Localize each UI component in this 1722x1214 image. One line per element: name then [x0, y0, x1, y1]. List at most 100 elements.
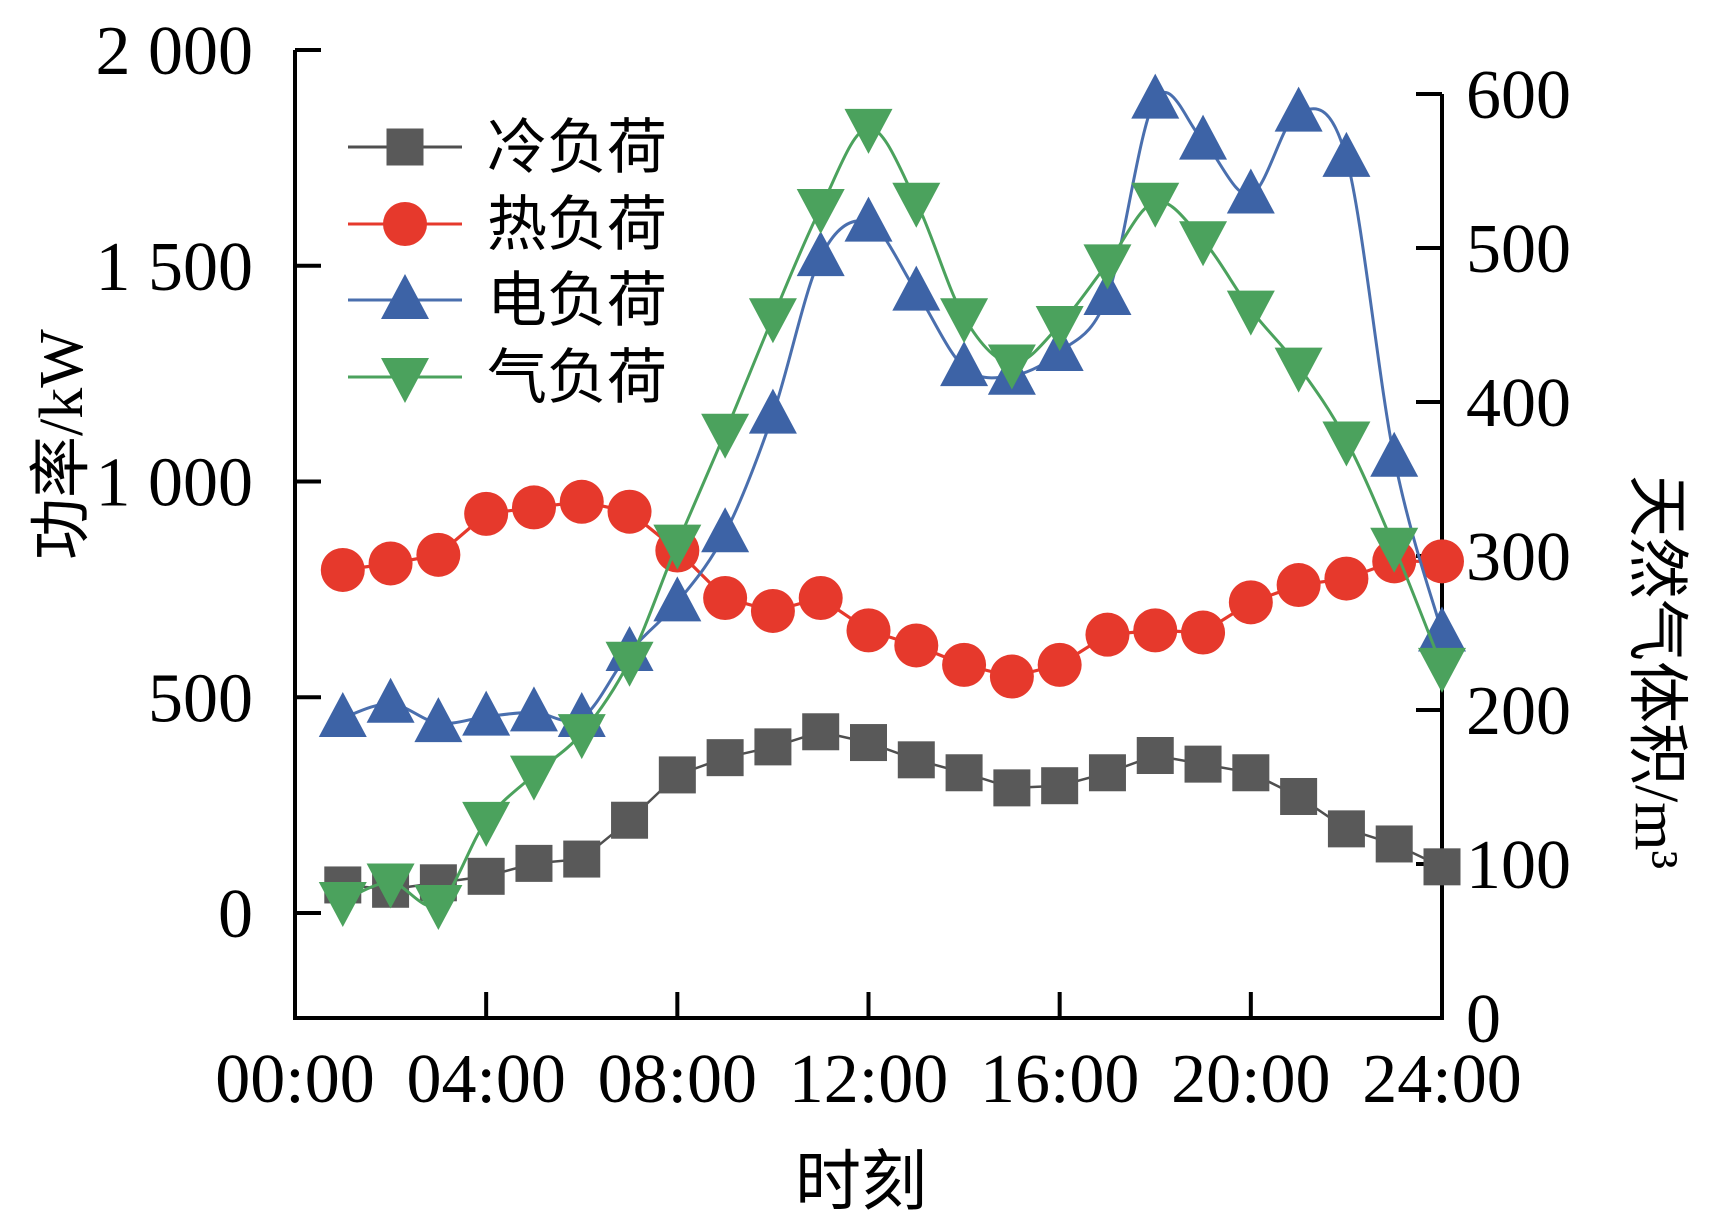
series-cooling-load-marker: [658, 756, 696, 794]
series-cooling-load-marker: [1088, 754, 1126, 792]
x-axis-title: 时刻: [795, 1146, 927, 1214]
series-cooling-load-marker: [897, 741, 935, 779]
series-electric-load-marker: [1322, 131, 1371, 177]
legend-label-heat-load: 热负荷: [487, 192, 667, 258]
right-axis-tick-label: 0: [1466, 981, 1501, 1058]
legend-label-cooling-load: 冷负荷: [487, 115, 667, 181]
series-electric-load-marker: [653, 576, 702, 622]
series-gas-load-marker: [366, 863, 415, 909]
x-axis-tick-label: 16:00: [980, 1041, 1139, 1118]
series-gas-load-marker: [796, 188, 845, 234]
series-electric-load-marker: [318, 691, 367, 737]
right-axis-tick-label: 500: [1466, 211, 1571, 288]
left-axis-tick-label: 1 500: [96, 229, 254, 306]
series-heat-load-marker: [416, 532, 461, 577]
series-gas-load-marker: [1418, 647, 1466, 693]
series-cooling-load-marker: [563, 840, 601, 878]
series-cooling-load-marker: [1232, 754, 1270, 792]
series-cooling-load-marker: [1041, 767, 1079, 805]
series-gas-load-marker: [509, 755, 558, 801]
series-heat-load-marker: [1324, 556, 1369, 601]
series-gas-load-marker: [748, 298, 797, 344]
series-heat-load-marker: [989, 654, 1034, 699]
x-axis-tick-label: 24:00: [1362, 1041, 1521, 1118]
series-heat-load-marker: [511, 485, 556, 530]
series-electric-load-marker: [796, 231, 845, 277]
series-heat-load-marker: [942, 642, 987, 687]
series-electric-load-marker: [892, 265, 941, 311]
series-heat-load-marker: [894, 623, 939, 668]
series-cooling-load-marker: [1184, 745, 1222, 783]
series-gas-load-marker: [1322, 421, 1371, 467]
series-gas-load-marker: [987, 344, 1036, 390]
legend-gas-load-marker: [381, 358, 429, 403]
series-gas-load-marker: [701, 413, 750, 459]
left-axis-tick-label: 2 000: [96, 13, 254, 90]
series-gas-load-marker: [1131, 182, 1180, 228]
series-heat-load-marker: [1085, 612, 1130, 657]
series-heat-load-marker: [703, 576, 748, 621]
legend-cooling-load-marker: [386, 128, 424, 166]
series-cooling-load-marker: [754, 728, 792, 766]
series-heat-load-marker: [1276, 563, 1321, 608]
series-gas-load-marker: [653, 524, 702, 570]
series-cooling-load-marker: [1136, 737, 1174, 775]
series-electric-load-marker: [509, 686, 558, 732]
series-electric-load-marker: [844, 196, 893, 242]
series-heat-load-marker: [846, 608, 891, 653]
series-gas-load-marker: [940, 298, 989, 344]
series-cooling-load-marker: [611, 801, 649, 839]
series-electric-load-marker: [1179, 114, 1228, 160]
series-gas-load-marker: [1083, 244, 1132, 290]
series-cooling-load-marker: [515, 844, 553, 882]
right-axis-tick-label: 100: [1466, 827, 1571, 904]
series-electric-load-marker: [1226, 168, 1275, 214]
series-heat-load-marker: [798, 576, 843, 621]
series-cooling-load-marker: [1375, 825, 1413, 863]
series-cooling-load-marker: [1423, 848, 1461, 886]
series-cooling-load-marker: [1280, 777, 1318, 815]
series-heat-load-marker: [1228, 580, 1273, 625]
series-heat-load-marker: [320, 547, 365, 592]
series-electric-load-marker: [414, 697, 463, 743]
series-gas-load-marker: [1370, 527, 1419, 573]
series-electric-load-marker: [366, 677, 415, 723]
series-gas-load-marker: [557, 714, 606, 760]
series-cooling-load-marker: [993, 769, 1031, 807]
series-cooling-load-marker: [850, 724, 887, 762]
right-axis-tick-label: 200: [1466, 673, 1571, 750]
series-electric-load-marker: [701, 507, 750, 553]
series-gas-load-marker: [1035, 306, 1084, 351]
x-axis-tick-label: 12:00: [789, 1041, 948, 1118]
right-axis-tick-label: 300: [1466, 519, 1571, 596]
series-gas-load-marker: [1226, 290, 1275, 336]
series-electric-load-marker: [940, 341, 989, 387]
legend-electric-load-marker: [381, 274, 429, 319]
x-axis-tick-label: 08:00: [598, 1041, 757, 1118]
series-electric-load-marker: [1131, 73, 1180, 119]
series-electric-load-marker: [1418, 606, 1466, 652]
series-cooling-load-marker: [802, 713, 840, 751]
series-gas-load-marker: [844, 108, 893, 154]
series-electric-load-marker: [1083, 269, 1132, 315]
series-heat-load-marker: [750, 588, 795, 633]
series-cooling-load-marker: [467, 857, 505, 895]
right-axis-tick-label: 400: [1466, 365, 1571, 442]
right-axis-title: 天然气体积/m³: [1622, 475, 1690, 870]
legend-label-electric-load: 电负荷: [487, 268, 667, 334]
series-gas-load-marker: [1179, 221, 1228, 267]
series-heat-load-marker: [1181, 610, 1226, 655]
series-gas-load-marker: [462, 801, 511, 847]
series-heat-load-marker: [368, 541, 413, 586]
series-heat-load-marker: [559, 479, 604, 524]
series-gas-load-marker: [318, 881, 367, 927]
x-axis-tick-label: 20:00: [1171, 1041, 1330, 1118]
legend-label-gas-load: 气负荷: [487, 345, 667, 411]
left-axis-tick-label: 1 000: [96, 445, 254, 522]
x-axis-tick-label: 04:00: [406, 1041, 565, 1118]
series-heat-load-marker: [1037, 642, 1082, 687]
series-electric-load-marker: [462, 690, 511, 736]
x-axis-tick-label: 00:00: [215, 1041, 374, 1118]
series-gas-load-marker: [605, 641, 654, 687]
